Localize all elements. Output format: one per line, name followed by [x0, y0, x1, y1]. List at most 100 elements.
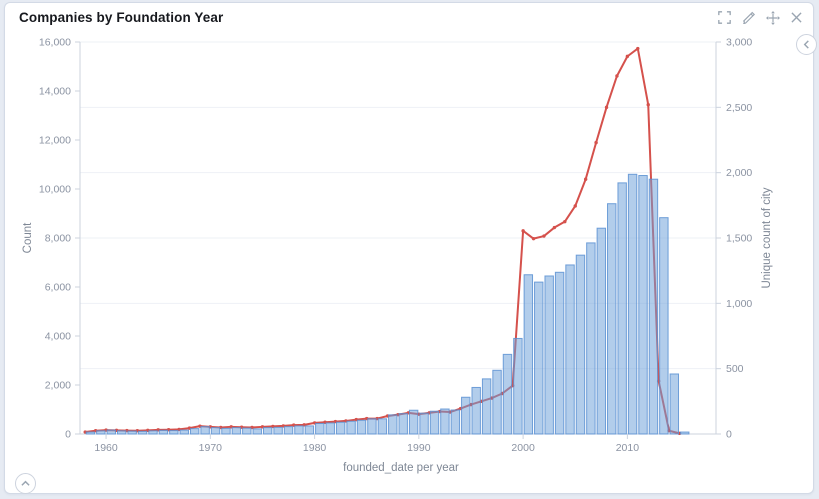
line-point[interactable] [625, 54, 630, 59]
line-point[interactable] [583, 177, 588, 181]
line-point[interactable] [573, 204, 577, 208]
visualization-panel: 0 2,000 4,000 6,000 8,000 10,000 12,000 14,000 1… [4, 2, 817, 494]
histogram-bar[interactable] [294, 425, 304, 435]
line-point[interactable] [552, 225, 557, 230]
line-point[interactable] [563, 219, 567, 224]
histogram-bar[interactable] [315, 422, 325, 435]
histogram-bar[interactable] [231, 427, 242, 435]
histogram-bar[interactable] [419, 412, 429, 435]
edit-button[interactable] [740, 9, 757, 26]
histogram-bar[interactable] [659, 217, 669, 435]
right-axis-tick-label: 1,500 [726, 233, 752, 245]
histogram-bar[interactable] [502, 353, 513, 435]
histogram-bar[interactable] [127, 430, 137, 435]
histogram-bar[interactable] [346, 420, 356, 435]
histogram-bar[interactable] [398, 413, 408, 435]
histogram-bar[interactable] [648, 178, 659, 435]
histogram-bar[interactable] [471, 386, 481, 435]
histogram-bar[interactable] [450, 409, 461, 435]
collapse-right-axis-button[interactable] [796, 34, 817, 55]
x-axis-tick-label: 1960 [94, 442, 118, 454]
collapse-bottom-button[interactable] [15, 473, 36, 494]
histogram-bar[interactable] [377, 418, 388, 435]
fullscreen-icon [718, 11, 731, 24]
histogram-bar[interactable] [607, 203, 617, 435]
histogram-bar[interactable] [179, 429, 189, 435]
left-axis-tick-label: 0 [65, 429, 71, 441]
right-axis-tick-label: 0 [726, 429, 732, 441]
histogram-bar[interactable] [210, 427, 221, 435]
histogram-bar[interactable] [461, 396, 471, 435]
histogram-bar[interactable] [356, 419, 367, 435]
line-point[interactable] [615, 74, 619, 78]
histogram-bar[interactable] [680, 431, 690, 435]
histogram-bar[interactable] [554, 271, 565, 435]
histogram-bar[interactable] [440, 408, 450, 435]
histogram-bar[interactable] [586, 242, 596, 435]
histogram-bar[interactable] [627, 173, 638, 435]
histogram-bar[interactable] [367, 418, 377, 435]
histogram-bar[interactable] [544, 275, 554, 435]
histogram-bar[interactable] [565, 264, 575, 435]
right-axis-tick-label: 2,000 [726, 167, 752, 179]
histogram-bar[interactable] [617, 182, 627, 435]
histogram-bar[interactable] [335, 421, 346, 435]
histogram-bar[interactable] [304, 425, 315, 435]
line-point[interactable] [531, 236, 536, 241]
histogram-bar[interactable] [262, 427, 273, 435]
histogram-bar[interactable] [85, 431, 96, 435]
line-point[interactable] [542, 234, 546, 238]
left-axis-tick-label: 12,000 [39, 135, 71, 147]
line-point[interactable] [604, 105, 609, 110]
panel-toolbar [716, 9, 805, 26]
chevron-up-circle-icon [21, 476, 30, 491]
panel-title: Companies by Foundation Year [19, 10, 224, 25]
histogram-bar[interactable] [137, 430, 148, 435]
histogram-bar[interactable] [148, 430, 158, 435]
histogram-bar[interactable] [189, 428, 200, 435]
histogram-bar[interactable] [106, 429, 116, 435]
histogram-bar[interactable] [283, 426, 294, 435]
histogram-bar[interactable] [534, 281, 544, 435]
histogram-bar[interactable] [596, 227, 607, 435]
histogram-bar[interactable] [669, 373, 680, 435]
x-axis-tick-label: 1980 [303, 442, 327, 454]
histogram-bar[interactable] [523, 274, 534, 435]
histogram-bar[interactable] [116, 430, 127, 435]
x-axis-title: founded_date per year [343, 462, 459, 474]
histogram-bar[interactable] [96, 430, 106, 435]
histogram-bar[interactable] [408, 409, 419, 435]
move-button[interactable] [764, 9, 781, 26]
edit-icon [742, 11, 755, 24]
close-button[interactable] [788, 9, 805, 26]
line-point[interactable] [521, 229, 525, 233]
histogram-bar[interactable] [158, 429, 169, 435]
move-icon [765, 10, 780, 25]
histogram-bar[interactable] [200, 426, 210, 435]
histogram-bar[interactable] [325, 422, 335, 435]
left-axis-tick-label: 6,000 [45, 282, 71, 294]
right-axis-title: Unique count of city [761, 187, 773, 288]
histogram-bar[interactable] [575, 254, 586, 435]
line-point[interactable] [594, 140, 598, 145]
histogram-bar[interactable] [273, 426, 283, 435]
histogram-bar[interactable] [492, 369, 502, 435]
histogram-bar[interactable] [429, 410, 440, 435]
right-axis-tick-label: 2,500 [726, 102, 752, 114]
histogram-bar[interactable] [388, 414, 398, 435]
histogram-bar[interactable] [638, 175, 648, 435]
left-axis-title: Count [22, 222, 34, 253]
histogram-bar[interactable] [221, 427, 231, 435]
histogram-bar[interactable] [242, 427, 252, 435]
line-point[interactable] [636, 46, 640, 51]
right-axis-tick-label: 1,000 [726, 298, 752, 310]
histogram-bar[interactable] [481, 378, 492, 435]
histogram-bar[interactable] [169, 430, 179, 435]
fullscreen-button[interactable] [716, 9, 733, 26]
histogram-bar[interactable] [252, 428, 262, 435]
histogram-bar[interactable] [513, 337, 523, 435]
left-axis-tick-label: 14,000 [39, 86, 71, 98]
line-point[interactable] [646, 103, 650, 107]
unique-city-line [85, 47, 680, 435]
